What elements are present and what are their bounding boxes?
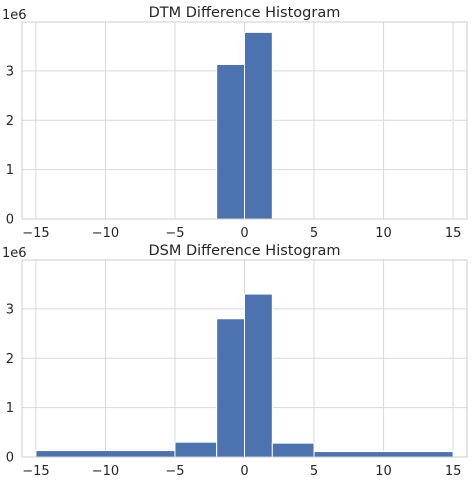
histogram-bar xyxy=(216,318,245,458)
x-tick-label: 5 xyxy=(310,464,318,479)
histogram-bar xyxy=(244,31,273,220)
y-tick-label: 3 xyxy=(6,302,14,317)
chart-title: DSM Difference Histogram xyxy=(148,243,340,259)
x-tick-label: −10 xyxy=(92,464,119,479)
x-tick-label: 10 xyxy=(375,226,392,241)
chart-panel-2: −15 −10 −5 0 5 10 15 0 1 2 3 1e6 DSM Difference Hist… xyxy=(2,243,468,479)
x-tick-label: −5 xyxy=(165,226,184,241)
histogram-bar xyxy=(174,441,218,458)
x-tick-label: −5 xyxy=(165,464,184,479)
x-tick-label: −15 xyxy=(22,464,49,479)
y-tick-label: 0 xyxy=(6,451,14,466)
y-tick-label: 3 xyxy=(6,64,14,79)
chart-panel-1: −15 −10 −5 0 5 10 15 0 1 2 3 1e6 DTM Difference Hist… xyxy=(2,5,468,241)
y-tick-label: 1 xyxy=(6,401,14,416)
x-tick-label: 15 xyxy=(445,464,462,479)
chart-title: DTM Difference Histogram xyxy=(149,5,341,21)
x-tick-label: 15 xyxy=(445,226,462,241)
histogram-bar xyxy=(244,293,273,458)
histogram-bar xyxy=(35,450,176,458)
histogram-bar xyxy=(216,63,245,220)
x-tick-label: 0 xyxy=(240,226,248,241)
histogram-bar xyxy=(313,451,454,458)
histogram-bar xyxy=(271,442,315,458)
y-offset-label: 1e6 xyxy=(2,246,27,261)
x-tick-label: 10 xyxy=(375,464,392,479)
y-tick-label: 2 xyxy=(6,114,14,129)
x-tick-label: −10 xyxy=(92,226,119,241)
x-tick-label: 0 xyxy=(240,464,248,479)
x-tick-label: 5 xyxy=(310,226,318,241)
y-tick-label: 1 xyxy=(6,163,14,178)
x-tick-label: −15 xyxy=(22,226,49,241)
y-tick-label: 2 xyxy=(6,352,14,367)
plot-frame xyxy=(21,259,468,458)
y-tick-label: 0 xyxy=(6,213,14,228)
y-offset-label: 1e6 xyxy=(2,8,27,23)
plot-frame xyxy=(21,21,468,220)
